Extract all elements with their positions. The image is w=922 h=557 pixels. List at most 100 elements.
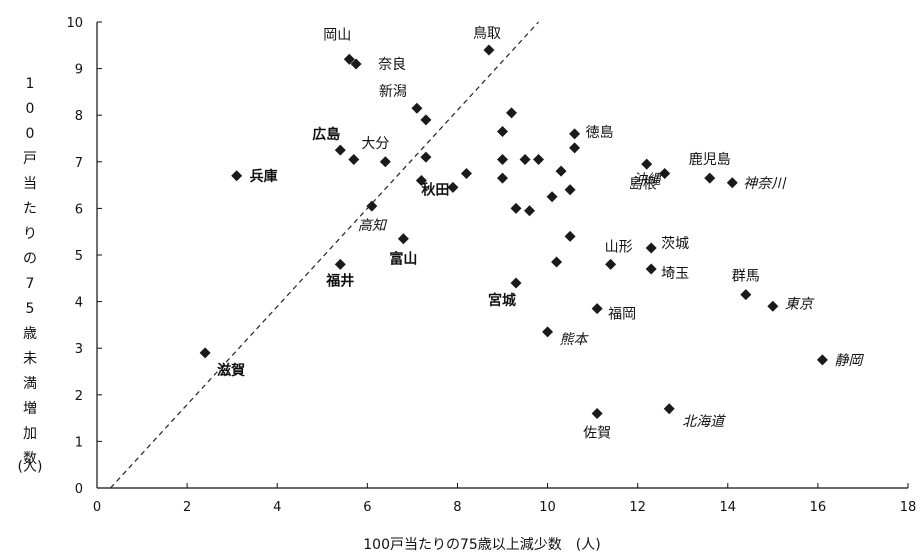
y-tick-label: 7 [75, 156, 83, 171]
data-point [343, 53, 355, 65]
point-label: 埼玉 [661, 266, 689, 282]
x-tick-label: 4 [273, 500, 281, 515]
data-point [483, 44, 495, 56]
data-point [641, 158, 653, 170]
data-point [663, 403, 675, 415]
x-tick-label: 16 [810, 500, 827, 515]
axis-titles: 100戸当たりの75歳以上減少数 (人) (人) 1 0 0 戸当たりの 7 5 歳未満増加… [18, 76, 601, 553]
data-point [334, 144, 346, 156]
point-label: 茨城 [661, 236, 689, 252]
data-point [533, 153, 545, 165]
data-point [591, 407, 603, 419]
point-label: 神奈川 [743, 176, 787, 192]
reference-line [110, 21, 539, 489]
y-axis-unit: (人) [18, 459, 43, 475]
data-point [726, 177, 738, 189]
data-point [447, 181, 459, 193]
point-label: 新潟 [379, 84, 407, 100]
point-label: 北海道 [682, 414, 726, 430]
point-label: 福岡 [608, 307, 636, 323]
y-tick-label: 10 [66, 16, 83, 31]
x-tick-label: 0 [93, 500, 101, 515]
x-tick-label: 6 [363, 500, 371, 515]
data-point [704, 172, 716, 184]
data-point [420, 151, 432, 163]
data-point [767, 300, 779, 312]
point-label: 徳島 [586, 125, 614, 141]
x-tick-label: 8 [453, 500, 461, 515]
point-label: 沖縄 [633, 172, 663, 188]
data-point [231, 170, 243, 182]
y-tick-label: 4 [75, 296, 83, 311]
data-point [415, 174, 427, 186]
x-tick-label: 2 [183, 500, 191, 515]
data-point [546, 191, 558, 203]
data-point [334, 258, 346, 270]
point-label: 滋賀 [217, 362, 245, 379]
x-tick-label: 14 [720, 500, 737, 515]
data-point [645, 263, 657, 275]
y-tick-label: 5 [75, 249, 83, 264]
y-axis-title: 1 0 0 戸当たりの 7 5 歳未満増加数 [23, 76, 37, 467]
point-label: 兵庫 [250, 168, 278, 185]
data-point [555, 165, 567, 177]
data-point [740, 289, 752, 301]
data-point [816, 354, 828, 366]
y-tick-label: 8 [75, 109, 83, 124]
point-label: 鹿児島 [689, 151, 731, 168]
point-label: 山形 [605, 239, 633, 255]
x-axis-title: 100戸当たりの75歳以上減少数 (人) [363, 536, 600, 553]
data-points [199, 44, 828, 419]
y-tick-label: 6 [75, 202, 83, 217]
point-label: 東京 [785, 296, 815, 312]
axes [96, 21, 909, 489]
data-point [510, 202, 522, 214]
y-tick-label: 2 [75, 389, 83, 404]
data-point [659, 167, 671, 179]
point-label: 奈良 [378, 57, 406, 73]
data-point [591, 303, 603, 315]
point-label: 群馬 [732, 269, 760, 285]
data-point [497, 172, 508, 184]
x-tick-label: 18 [900, 500, 917, 515]
data-point [379, 156, 391, 168]
y-tick-label: 3 [75, 342, 83, 357]
point-label: 高知 [358, 218, 388, 234]
data-point [542, 326, 554, 338]
y-tick-label: 1 [75, 435, 83, 450]
data-point [497, 153, 508, 165]
data-point [564, 230, 576, 242]
data-point [199, 347, 211, 359]
point-label: 広島 [312, 126, 340, 143]
point-label: 佐賀 [583, 425, 611, 441]
data-point [350, 58, 362, 70]
data-point [645, 242, 657, 254]
point-label: 静岡 [834, 353, 864, 369]
data-point [605, 258, 617, 270]
data-point [348, 153, 360, 165]
point-label: 宮城 [488, 292, 516, 309]
data-point [551, 256, 563, 268]
data-point [524, 205, 536, 217]
data-point [519, 153, 531, 165]
reference-line-group [110, 21, 539, 489]
data-point [397, 233, 409, 245]
point-label: 鳥取 [473, 26, 501, 42]
data-point [569, 128, 581, 140]
point-label: 秋田 [421, 181, 449, 198]
data-point [411, 102, 423, 114]
data-point [510, 277, 522, 289]
data-point [366, 200, 378, 212]
data-point [506, 107, 518, 119]
point-label: 福井 [325, 272, 354, 289]
data-point [569, 142, 581, 154]
data-point [564, 184, 576, 196]
point-label: 熊本 [560, 332, 590, 348]
x-tick-label: 10 [539, 500, 556, 515]
x-tick-label: 12 [629, 500, 646, 515]
y-tick-label: 9 [75, 63, 83, 78]
data-point [460, 167, 472, 179]
